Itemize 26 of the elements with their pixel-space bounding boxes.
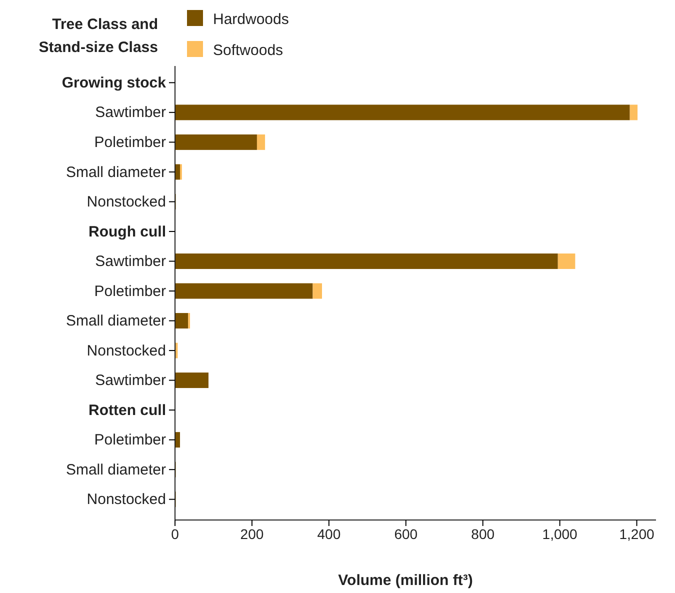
x-tick-label: 800 xyxy=(471,526,495,542)
y-tick-label: Small diameter xyxy=(66,461,166,478)
y-tick-label: Sawtimber xyxy=(95,253,166,270)
y-tick-label: Rotten cull xyxy=(88,402,166,419)
x-tick-label: 0 xyxy=(171,526,180,542)
y-tick-label: Poletimber xyxy=(94,432,166,449)
y-tick-label: Poletimber xyxy=(94,134,166,151)
legend-label: Hardwoods xyxy=(213,11,289,28)
y-axis-title: Tree Class and Stand-size Class xyxy=(38,16,158,56)
y-tick-label: Sawtimber xyxy=(95,104,166,122)
x-tick-label: 600 xyxy=(394,526,418,542)
x-tick-label: 200 xyxy=(240,526,264,542)
y-tick-label: Nonstocked xyxy=(86,491,166,508)
y-tick-label: Nonstocked xyxy=(86,194,166,211)
y-tick-label: Small diameter xyxy=(66,164,166,181)
y-tick-label: Sawtimber xyxy=(95,372,166,390)
y-tick-label: Rough cull xyxy=(88,223,166,240)
y-tick-label: Poletimber xyxy=(94,282,166,300)
x-axis-title: Volume (million ft³) xyxy=(338,572,473,589)
y-tick-label: Small diameter xyxy=(66,312,166,330)
x-tick-label: 400 xyxy=(317,526,341,542)
x-tick-label: 1,200 xyxy=(619,526,654,542)
x-tick-label: 1,000 xyxy=(542,526,578,542)
legend-label: Softwoods xyxy=(213,42,284,59)
y-tick-label: Growing stock xyxy=(62,74,167,92)
y-tick-label: Nonstocked xyxy=(86,342,166,360)
